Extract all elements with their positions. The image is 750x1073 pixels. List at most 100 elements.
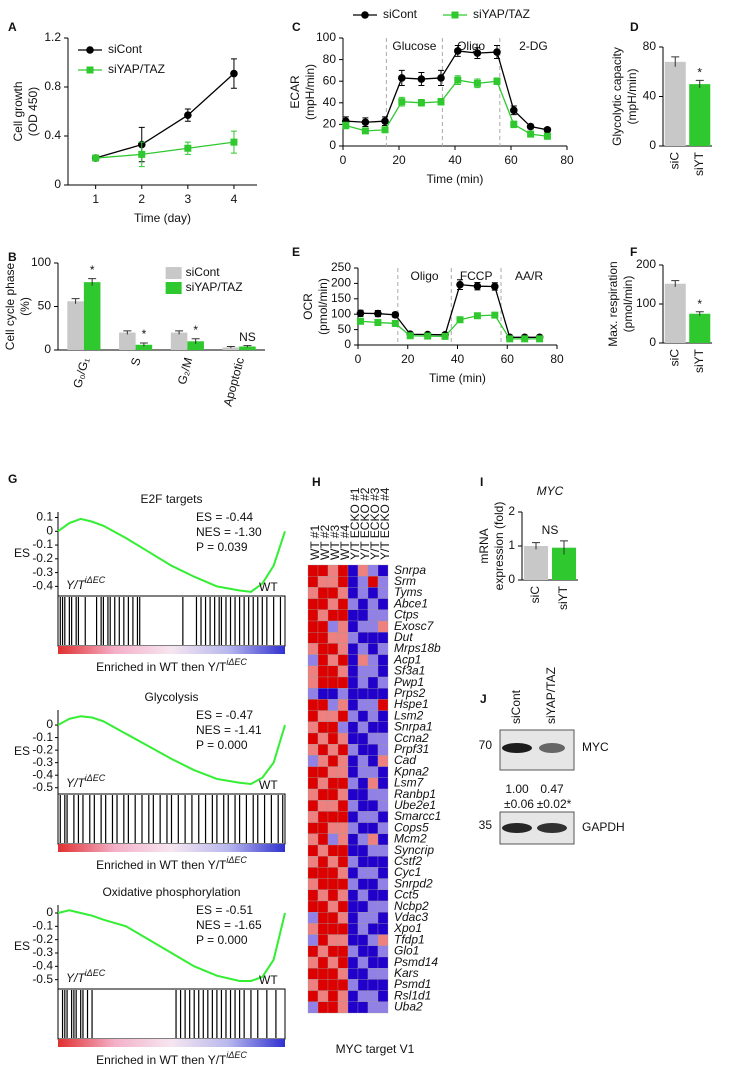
- y-tick-label: 1: [508, 538, 515, 552]
- row-label: Prpf31: [394, 742, 429, 756]
- x-tick-label: 40: [448, 153, 462, 167]
- marker: [491, 282, 499, 291]
- heatmap-cell: [307, 934, 319, 946]
- heatmap-cell: [317, 598, 329, 610]
- heatmap-cell: [367, 732, 379, 745]
- heatmap-cell: [367, 968, 379, 980]
- heatmap-cell: [317, 788, 329, 801]
- y-tick-label: -0.2: [32, 742, 53, 756]
- heatmap-cell: [337, 1001, 349, 1014]
- row-label: Smarcc1: [394, 809, 441, 823]
- heatmap-cell: [377, 956, 389, 969]
- heatmap-cell: [307, 800, 319, 812]
- heatmap-cell: [307, 620, 319, 633]
- heatmap-cell: [317, 912, 329, 924]
- x-label-text: Enriched in WT then Y/T: [96, 1053, 227, 1067]
- heatmap-cell: [307, 665, 319, 678]
- panel-label: F: [630, 245, 637, 259]
- heatmap-cell: [327, 665, 339, 678]
- row-label: Cyc1: [394, 865, 421, 879]
- x-label-text: Enriched in WT then Y/T: [96, 660, 227, 674]
- column-label: WT #2: [318, 525, 332, 560]
- heatmap-cell: [357, 1001, 369, 1014]
- heatmap-cell: [327, 889, 339, 902]
- x-tick-label: siYT: [556, 585, 570, 610]
- heatmap-cell: [327, 732, 339, 745]
- x-label-superscript: iΔEC: [226, 855, 247, 865]
- chart-title: Glycolysis: [144, 690, 198, 704]
- heatmap-cell: [317, 822, 329, 834]
- heatmap-cell: [347, 632, 359, 644]
- row-label: Ncbp2: [394, 899, 429, 913]
- heatmap-cell: [307, 867, 319, 879]
- panel-label: A: [8, 20, 17, 34]
- row-label: Cops5: [394, 820, 429, 834]
- row-label: Tyms: [394, 585, 422, 599]
- heatmap-cell: [317, 643, 329, 655]
- heatmap-cell: [307, 699, 319, 711]
- heatmap-cell: [377, 923, 389, 935]
- heatmap-cell: [347, 856, 359, 868]
- row-label: Mcm2: [394, 832, 427, 846]
- group-label: Y/TiΔEC: [66, 968, 106, 985]
- phase-label: Glucose: [392, 39, 436, 53]
- heatmap-cell: [317, 889, 329, 902]
- heatmap-cell: [357, 688, 369, 700]
- annotation: *: [697, 297, 702, 311]
- x-tick-label: 0: [355, 352, 362, 366]
- y-tick-label: 0: [508, 572, 515, 586]
- heatmap-cell: [337, 833, 349, 846]
- heatmap-cell: [327, 811, 339, 823]
- marker: [398, 74, 406, 82]
- error-bar: [71, 298, 80, 304]
- y-axis-label: ES: [14, 939, 30, 953]
- legend-marker: [361, 11, 369, 19]
- heatmap-cell: [307, 744, 319, 756]
- heatmap-cell: [307, 856, 319, 868]
- bar: [83, 282, 101, 350]
- heatmap-cell: [347, 844, 359, 857]
- heatmap-cell: [307, 755, 319, 767]
- heatmap-cell: [307, 811, 319, 823]
- heatmap-cell: [357, 856, 369, 868]
- stat-text: ES = -0.51: [196, 903, 253, 917]
- row-label: Rsl1d1: [394, 988, 431, 1002]
- heatmap-cell: [367, 710, 379, 722]
- heatmap-cell: [377, 665, 389, 678]
- heatmap-cell: [337, 632, 349, 644]
- heatmap-cell: [327, 867, 339, 879]
- heatmap-cell: [317, 676, 329, 689]
- heatmap-cell: [337, 576, 349, 588]
- heatmap-cell: [337, 620, 349, 633]
- heatmap-cell: [347, 900, 359, 913]
- heatmap-cell: [317, 800, 329, 812]
- heatmap-cell: [337, 587, 349, 599]
- bar: [187, 341, 204, 350]
- heatmap-cell: [347, 620, 359, 633]
- heatmap-cell: [367, 833, 379, 846]
- heatmap-cell: [307, 643, 319, 655]
- marker: [92, 154, 100, 162]
- heatmap-cell: [307, 956, 319, 969]
- heatmap-cell: [347, 867, 359, 879]
- annotation: *: [193, 323, 198, 337]
- heatmap-cell: [327, 587, 339, 599]
- heatmap-cell: [317, 732, 329, 745]
- reference-label: WT: [259, 778, 278, 792]
- column-label: Y/T ECKO #1: [348, 487, 362, 560]
- group-name: Y/T: [66, 578, 86, 592]
- error-bar: [243, 345, 252, 348]
- y-tick-label: 100: [31, 255, 51, 269]
- error-bar: [695, 311, 704, 316]
- heatmap-cell: [367, 822, 379, 834]
- heatmap-cell: [357, 811, 369, 823]
- heatmap-cell: [367, 598, 379, 610]
- heatmap-cell: [357, 912, 369, 924]
- heatmap-cell: [337, 598, 349, 610]
- heatmap-cell: [317, 609, 329, 622]
- bar: [664, 283, 686, 343]
- heatmap-cell: [357, 665, 369, 678]
- row-label: Psmd14: [394, 955, 438, 969]
- heatmap-cell: [307, 632, 319, 644]
- row-label: Ranbp1: [394, 787, 436, 801]
